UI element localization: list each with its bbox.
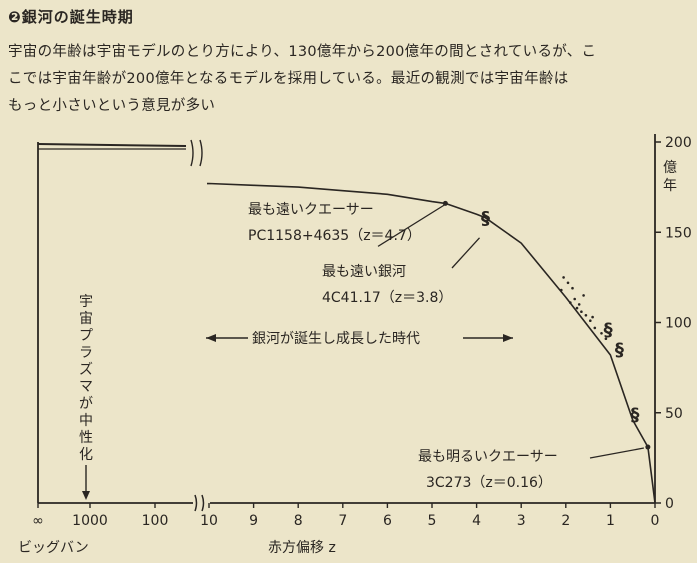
era-arrowhead-right <box>503 334 513 342</box>
x-tick-label: 3 <box>517 513 526 529</box>
galaxy-glyph: § <box>630 405 639 426</box>
x-tick-label: 100 <box>142 513 169 529</box>
annotation-quasar-far: 最も遠いクエーサー <box>248 202 374 218</box>
y-axis-label: 億 <box>663 160 677 176</box>
x-tick-label: 7 <box>338 513 347 529</box>
series-line <box>206 182 656 504</box>
x-tick-label: 10 <box>200 513 218 529</box>
observation-dot <box>569 301 572 304</box>
annotation-galaxy-far-id: 4C41.17（z＝3.8） <box>322 290 452 306</box>
plasma-label-char: が <box>79 396 93 412</box>
observation-dot <box>560 288 563 292</box>
annotation-galaxy-far: 最も遠い銀河 <box>322 264 406 280</box>
plasma-label-char: ラ <box>79 345 93 361</box>
x-tick-label: 1 <box>606 513 615 529</box>
x-tick-label: 4 <box>472 513 481 529</box>
plasma-label-char: 化 <box>79 447 93 463</box>
observation-dot <box>593 326 597 330</box>
plasma-label-char: プ <box>79 328 93 344</box>
observation-dot <box>562 276 565 279</box>
x-tick-label: 8 <box>294 513 303 529</box>
plasma-arrowhead <box>82 491 90 500</box>
leader-line-galaxy-far <box>451 237 481 269</box>
description-line-2: こでは宇宙年齢が200億年となるモデルを採用している。最近の観測では宇宙年齢は <box>8 71 569 87</box>
observation-dot <box>589 319 592 323</box>
observation-dot <box>566 281 570 285</box>
observation-dot <box>571 286 574 290</box>
plasma-label-char: マ <box>79 379 93 395</box>
axis-ticks: 050100150200億年∞ 1000 100 10 9 8 7 6 5 4 3 2 1 0ビッグバン赤… <box>18 135 692 556</box>
observation-dot <box>591 315 594 319</box>
observation-dot <box>582 294 585 297</box>
era-arrowhead-left <box>206 334 216 342</box>
observation-dot <box>577 303 581 306</box>
plasma-label-char: ズ <box>79 362 93 378</box>
plasma-label-char: 宇 <box>79 294 93 310</box>
plateau-break-mark <box>190 139 203 167</box>
plasma-label-char: 性 <box>79 430 93 446</box>
observation-dot <box>604 337 608 341</box>
x-tick-label: 0 <box>651 513 660 529</box>
y-tick-label: 100 <box>665 316 692 332</box>
observation-dot <box>580 310 583 314</box>
plateau-line-upper <box>37 143 187 147</box>
description-line-1: 宇宙の年齢は宇宙モデルのとり方により、130億年から200億年の間とされているが… <box>8 44 597 60</box>
x-tick-label: 1000 <box>72 513 108 529</box>
x-tick-label: 5 <box>428 513 437 529</box>
annotation-quasar-bright: 最も明るいクエーサー <box>418 449 558 465</box>
x-start-label: ビッグバン <box>18 540 89 556</box>
data-point-quasar-bright <box>645 444 651 450</box>
y-tick-label: 200 <box>665 135 692 151</box>
x-tick-label: 6 <box>383 513 392 529</box>
leader-line-quasar-far <box>377 203 446 247</box>
galaxy-glyph: § <box>481 208 490 229</box>
plasma-label-char: 中 <box>79 413 93 429</box>
leader-line-quasar-bright <box>589 447 644 459</box>
curve-layer: §§§§ <box>37 139 656 504</box>
x-tick-label: 9 <box>249 513 258 529</box>
chart-heading: ❷銀河の誕生時期 <box>8 8 134 26</box>
galaxy-glyph: § <box>604 320 613 341</box>
observation-dot <box>600 332 603 335</box>
annotation-quasar-far-id: PC1158+4635（z＝4.7） <box>248 228 421 244</box>
era-label: 銀河が誕生し成長した時代 <box>252 331 420 347</box>
x-axis-label: 赤方偏移 z <box>268 540 336 556</box>
description-line-3: もっと小さいという意見が多い <box>8 98 216 114</box>
observation-dot <box>575 306 579 310</box>
x-tick-label: ∞ <box>32 513 44 529</box>
annotations: 最も遠いクエーサー PC1158+4635（z＝4.7） 最も遠い銀河 4C41.17… <box>79 200 651 500</box>
y-tick-label: 150 <box>665 225 692 241</box>
x-tick-label: 2 <box>561 513 570 529</box>
observation-dot <box>573 297 576 301</box>
y-axis-label: 年 <box>663 178 677 194</box>
galaxy-glyph: § <box>615 340 624 361</box>
y-tick-label: 50 <box>665 406 683 422</box>
plasma-label-char: 宙 <box>79 311 93 327</box>
x-axis-break-mark <box>194 494 205 512</box>
annotation-quasar-bright-id: 3C273（z＝0.16） <box>426 475 552 491</box>
observation-dot <box>584 314 588 317</box>
y-tick-label: 0 <box>665 496 674 512</box>
